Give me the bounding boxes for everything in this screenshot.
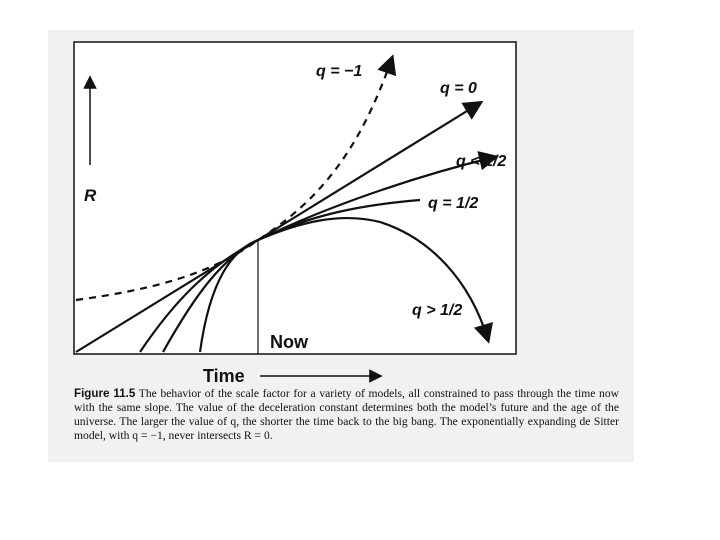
label-q-less-half: q < 1/2	[456, 153, 507, 170]
curve-q-minus-1	[75, 54, 397, 302]
label-q-minus-1: q = −1	[316, 63, 363, 80]
axis-y-label: R	[84, 186, 97, 205]
caption-number: Figure 11.5	[74, 387, 136, 400]
now-label: Now	[270, 332, 308, 352]
label-q-greater-half: q > 1/2	[412, 302, 463, 319]
label-q-half: q = 1/2	[428, 195, 479, 212]
figure-caption: Figure 11.5 The behavior of the scale fa…	[74, 387, 619, 443]
plot-frame	[73, 41, 517, 355]
curve-q-greater-half	[198, 216, 493, 353]
label-q-0: q = 0	[440, 80, 477, 97]
axis-x-label: Time	[203, 366, 245, 386]
caption-text: The behavior of the scale factor for a v…	[74, 387, 619, 442]
